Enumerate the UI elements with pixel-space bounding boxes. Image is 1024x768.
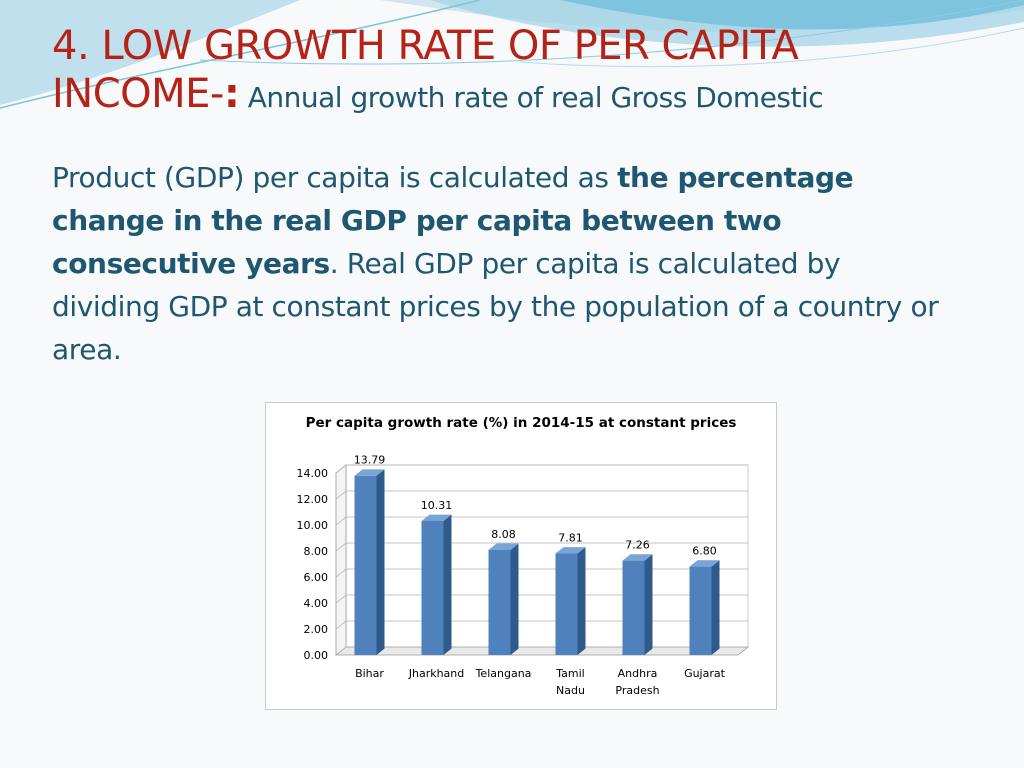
bar-top	[421, 514, 452, 521]
wave-line-3	[519, 27, 1024, 68]
wave-top-left	[0, 0, 300, 105]
chart-title: Per capita growth rate (%) in 2014-15 at…	[305, 415, 737, 431]
wave-swoosh-2	[560, 0, 1024, 30]
data-label: 6.80	[692, 545, 717, 558]
data-label: 13.79	[354, 454, 386, 467]
bar-side	[644, 554, 653, 655]
bar-front	[421, 520, 444, 655]
wave-line-2	[199, 0, 1024, 65]
chart-gridline	[335, 568, 748, 578]
title-colon: :	[223, 71, 240, 117]
bar-top	[555, 547, 586, 554]
bar-chart: 0.00 2.00 4.00 6.00 8.00 10.00 12.00 14.00 13.79…	[297, 454, 750, 697]
chart-gridline	[335, 594, 748, 604]
x-tick-label: Nadu	[556, 684, 585, 697]
bar-top	[689, 560, 720, 567]
title-line2: INCOME-	[52, 71, 224, 117]
chart-gridline	[335, 620, 748, 630]
y-tick-label: 2.00	[304, 623, 329, 636]
y-tick-label: 0.00	[304, 649, 329, 662]
y-tick-label: 4.00	[304, 597, 329, 610]
chart-gridline	[335, 646, 748, 656]
x-tick-label: Andhra	[618, 667, 658, 680]
bar-side	[376, 469, 385, 655]
body-text-part1: Product (GDP) per capita is calculated a…	[52, 161, 618, 194]
data-label: 8.08	[491, 528, 516, 541]
bar-side	[577, 547, 586, 655]
data-label: 10.31	[421, 499, 453, 512]
intro-text: Annual growth rate of real Gross Domesti…	[239, 81, 824, 114]
bar-front	[622, 560, 645, 655]
x-tick-label: Pradesh	[615, 684, 659, 697]
x-tick-label: Jharkhand	[408, 667, 465, 680]
chart-gridline	[335, 516, 748, 526]
bar-side	[510, 543, 519, 655]
chart-gridline	[335, 464, 748, 474]
body-text-bold: the percentage change in the real GDP pe…	[52, 161, 854, 280]
bar-top	[488, 543, 519, 550]
y-tick-label: 6.00	[304, 571, 329, 584]
data-label: 7.81	[558, 531, 583, 544]
y-tick-label: 8.00	[304, 545, 329, 558]
bar-front	[555, 553, 578, 655]
bar-top	[354, 469, 385, 476]
x-tick-label: Telangana	[475, 667, 532, 680]
bar-front	[689, 566, 712, 655]
chart-floor	[334, 646, 750, 656]
x-tick-label: Bihar	[355, 667, 384, 680]
slide-title: 4. LOW GROWTH RATE OF PER CAPITA INCOME-…	[52, 22, 992, 122]
x-tick-label: Tamil	[555, 667, 584, 680]
title-line1: 4. LOW GROWTH RATE OF PER CAPITA	[52, 23, 799, 69]
bar-front	[354, 475, 377, 655]
chart-gridline	[335, 490, 748, 500]
chart-gridline	[335, 542, 748, 552]
chart-container: 0.00 2.00 4.00 6.00 8.00 10.00 12.00 14.00 13.79…	[265, 402, 777, 710]
body-paragraph: Product (GDP) per capita is calculated a…	[52, 156, 952, 371]
bar-side	[711, 560, 720, 655]
data-label: 7.26	[625, 539, 650, 552]
x-tick-label: Gujarat	[684, 667, 726, 680]
bar-front	[488, 549, 511, 655]
bar-top	[622, 554, 653, 561]
wave-left-line	[0, 0, 481, 109]
bar-side	[443, 514, 452, 655]
body-text-part2: . Real GDP per capita is calculated by d…	[52, 247, 939, 366]
chart-side-wall	[335, 464, 347, 656]
y-tick-label: 10.00	[297, 519, 329, 532]
y-tick-label: 12.00	[297, 493, 329, 506]
y-tick-label: 14.00	[297, 467, 329, 480]
chart-back-wall	[345, 464, 749, 648]
